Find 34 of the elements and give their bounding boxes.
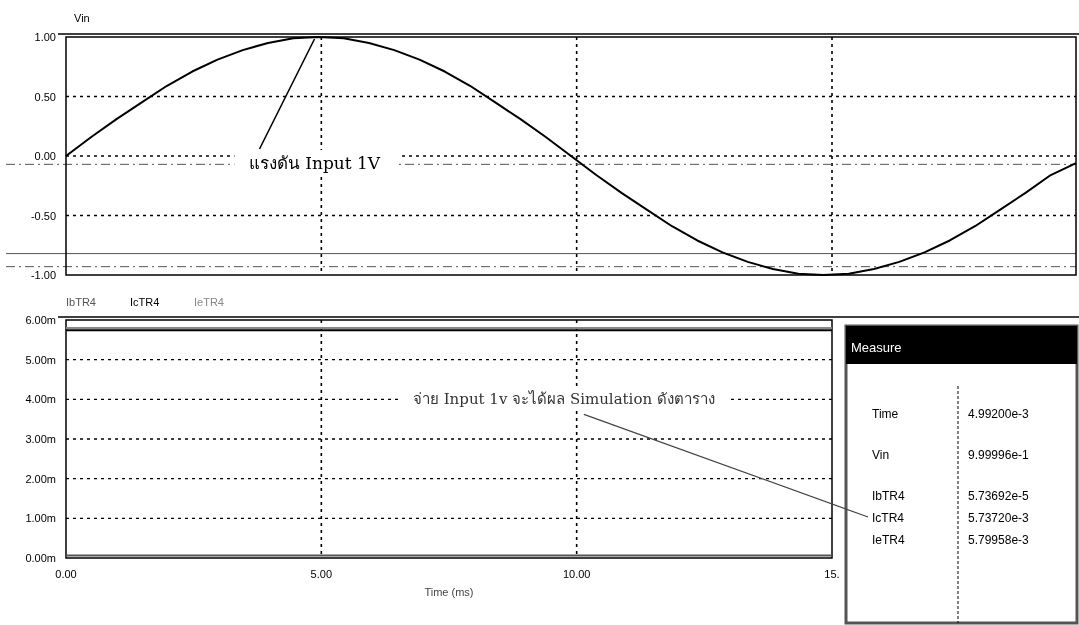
y-tick-label: 0.50: [34, 90, 56, 103]
text: IcTR4: [130, 296, 160, 308]
category-label: Vin: [872, 448, 890, 462]
y-tick-label: 6.00m: [25, 314, 56, 326]
x-tick-label: 15.: [824, 568, 840, 580]
y-tick-label: -1.00: [30, 269, 56, 281]
category-label: IcTR4: [872, 511, 905, 525]
text: 5.73720e-3: [968, 511, 1029, 525]
annotation: แรงดัน Input 1V: [248, 153, 381, 173]
y-tick-label: 1.00: [34, 31, 56, 43]
y-tick-label: 0.00m: [25, 552, 56, 564]
text: 5.73692e-5: [968, 489, 1029, 503]
x-tick-label: 5.00: [310, 568, 333, 580]
y-tick-label: 0.00: [34, 150, 56, 162]
x-tick-label: 10.00: [562, 568, 591, 580]
text: Measure: [851, 340, 902, 355]
text: 4.99200e-3: [968, 407, 1029, 421]
x-tick-label: 0.00: [55, 568, 77, 580]
y-tick-label: 3.00m: [25, 433, 56, 445]
y-tick-label: 1.00m: [25, 512, 56, 525]
category-label: IeTR4: [872, 533, 905, 547]
y-tick-label: 4.00m: [25, 393, 56, 406]
y-axis-title: Vin: [74, 12, 90, 24]
x-axis-title: Time (ms): [424, 586, 474, 598]
category-label: Time: [872, 407, 899, 421]
series-label: IeTR4: [194, 296, 224, 308]
y-tick-label: 2.00m: [25, 472, 56, 485]
text: 5.79958e-3: [968, 533, 1029, 547]
y-tick-label: -0.50: [30, 209, 56, 222]
category-label: IbTR4: [872, 489, 905, 503]
text: 9.99996e-1: [968, 448, 1029, 462]
y-tick-label: 5.00m: [25, 353, 56, 366]
annotation: จ่าย Input 1v จะได้ผล Simulation ดังตาราง: [412, 390, 715, 409]
text: IbTR4: [66, 296, 96, 308]
